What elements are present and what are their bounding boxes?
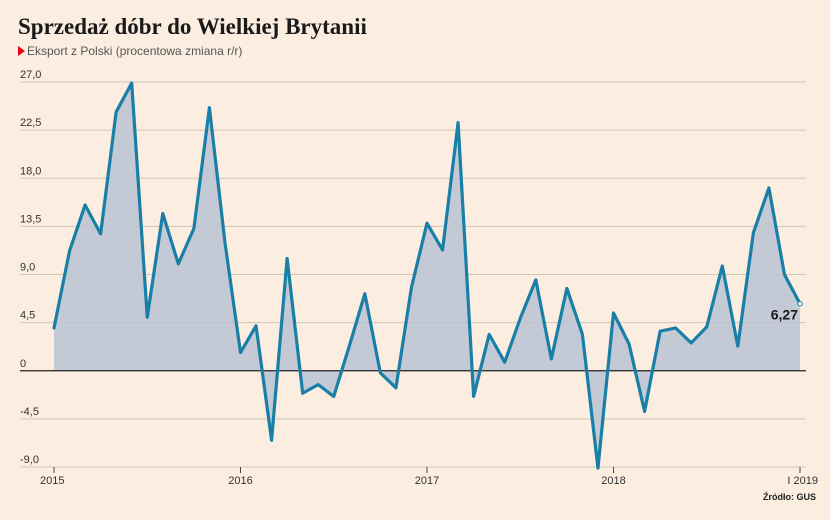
x-tick-label: 2015 [40,475,64,487]
x-tick-label: 2016 [228,475,252,487]
x-tick-label: 2018 [601,475,625,487]
x-tick-label: 2017 [415,475,439,487]
subtitle-marker-icon [18,46,25,56]
chart-subtitle-text: Eksport z Polski (procentowa zmiana r/r) [27,44,243,58]
x-tick-label: I 2019 [787,475,818,487]
y-tick-label: 22,5 [20,117,41,129]
chart-title: Sprzedaż dóbr do Wielkiej Brytanii [18,14,367,39]
last-point-marker [797,300,803,307]
chart-subtitle: Eksport z Polski (procentowa zmiana r/r) [18,44,242,58]
y-tick-label: 0 [20,358,26,370]
last-value-label: 6,27 [771,307,798,323]
y-tick-label: 27,0 [20,69,41,81]
y-tick-label: 9,0 [20,262,35,274]
y-tick-label: -9,0 [20,454,39,466]
y-tick-label: -4,5 [20,406,39,418]
y-tick-label: 4,5 [20,310,35,322]
y-tick-label: 18,0 [20,165,41,177]
area-fill [54,83,800,469]
y-tick-label: 13,5 [20,213,41,225]
source-note: Źródło: GUS [763,492,816,502]
